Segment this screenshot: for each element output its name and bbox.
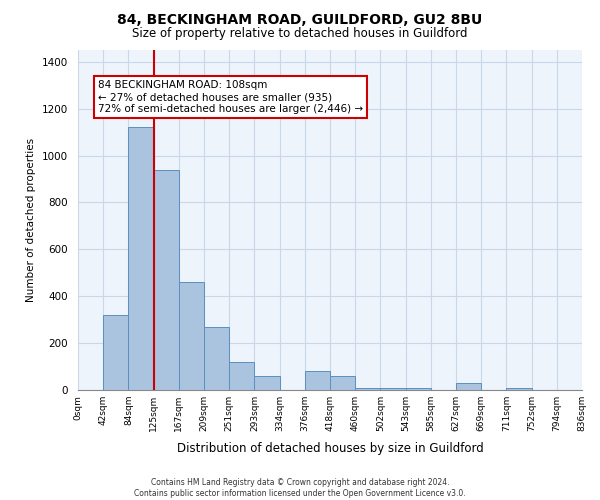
Bar — [154, 170, 179, 390]
Bar — [204, 326, 229, 390]
Bar — [506, 388, 532, 390]
X-axis label: Distribution of detached houses by size in Guildford: Distribution of detached houses by size … — [176, 442, 484, 456]
Bar — [330, 376, 355, 390]
Bar — [406, 388, 431, 390]
Bar — [305, 371, 330, 390]
Bar — [229, 362, 254, 390]
Bar — [254, 376, 280, 390]
Text: 84, BECKINGHAM ROAD, GUILDFORD, GU2 8BU: 84, BECKINGHAM ROAD, GUILDFORD, GU2 8BU — [118, 12, 482, 26]
Bar — [380, 388, 406, 390]
Bar — [355, 388, 380, 390]
Bar — [179, 282, 204, 390]
Text: Contains HM Land Registry data © Crown copyright and database right 2024.
Contai: Contains HM Land Registry data © Crown c… — [134, 478, 466, 498]
Bar — [103, 315, 128, 390]
Bar — [128, 128, 154, 390]
Bar — [456, 383, 481, 390]
Text: 84 BECKINGHAM ROAD: 108sqm
← 27% of detached houses are smaller (935)
72% of sem: 84 BECKINGHAM ROAD: 108sqm ← 27% of deta… — [98, 80, 363, 114]
Y-axis label: Number of detached properties: Number of detached properties — [26, 138, 37, 302]
Text: Size of property relative to detached houses in Guildford: Size of property relative to detached ho… — [132, 28, 468, 40]
